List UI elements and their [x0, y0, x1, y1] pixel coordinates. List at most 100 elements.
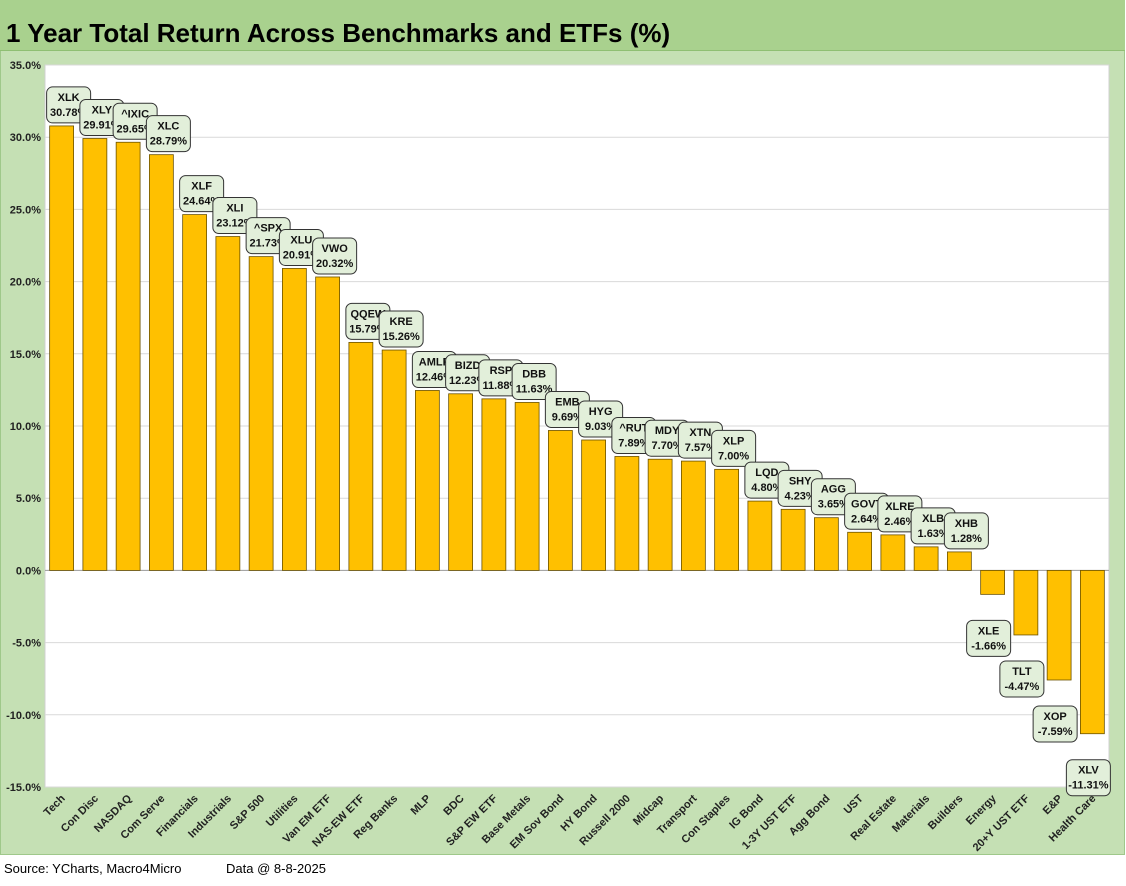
bar [182, 214, 207, 571]
value-label: 1.28% [951, 533, 982, 545]
bar [415, 390, 440, 571]
y-tick-label: 5.0% [16, 493, 41, 505]
ticker-label: KRE [390, 316, 413, 328]
ticker-label: LQD [755, 467, 778, 479]
ticker-label: AGG [821, 484, 846, 496]
bar [481, 398, 507, 571]
data-label: XLC 28.79% [145, 115, 191, 153]
bar [49, 125, 74, 571]
bar [82, 138, 108, 571]
ticker-label: XLI [226, 203, 243, 215]
bar [315, 276, 340, 571]
ticker-label: XLU [290, 234, 312, 246]
y-tick-label: -15.0% [6, 782, 41, 794]
value-label: 30.78% [50, 107, 88, 119]
data-label-box [999, 660, 1045, 698]
ticker-label: SHY [789, 475, 812, 487]
ticker-label: XOP [1044, 711, 1067, 723]
value-label: 12.46% [416, 371, 454, 383]
data-label: XLE -1.66% [966, 619, 1012, 657]
data-date: Data @ 8-8-2025 [226, 861, 326, 876]
bar [381, 349, 407, 571]
ticker-label: XLV [1078, 765, 1099, 777]
bar [348, 341, 374, 571]
value-label: 2.46% [884, 516, 915, 528]
value-label: -4.47% [1004, 681, 1039, 693]
bar [514, 402, 540, 571]
ticker-label: XLRE [885, 501, 914, 513]
value-label: 11.63% [516, 383, 553, 395]
bar [1080, 570, 1105, 735]
ticker-label: RSP [490, 365, 513, 377]
ticker-label: ^RUT [619, 422, 648, 434]
data-label-box [711, 429, 757, 467]
data-label-box [966, 619, 1012, 657]
x-category-label: E&P [1041, 793, 1065, 817]
data-label: XHB 1.28% [943, 512, 989, 550]
bar [681, 460, 706, 571]
bar [1046, 570, 1072, 681]
ticker-label: XLC [157, 121, 179, 133]
ticker-label: XLP [723, 435, 744, 447]
ticker-label: XHB [955, 518, 978, 530]
bar [548, 430, 573, 571]
x-category-label: MLP [409, 793, 434, 818]
data-label-box [943, 512, 989, 550]
value-label: 21.73% [249, 238, 287, 250]
bar [282, 268, 307, 571]
ticker-label: GOVT [851, 498, 882, 510]
value-label: 15.79% [349, 323, 387, 335]
value-label: 11.88% [483, 380, 520, 392]
bar [880, 534, 906, 571]
y-tick-label: 15.0% [10, 349, 41, 361]
y-tick-label: 10.0% [10, 421, 41, 433]
value-label: 2.64% [851, 513, 882, 525]
x-category-label: S&P 500 [228, 793, 267, 832]
bar [614, 456, 640, 571]
value-label: 20.91% [283, 249, 321, 261]
bar [814, 517, 839, 571]
value-label: 7.57% [685, 442, 716, 454]
value-label: 9.69% [552, 411, 583, 423]
value-label: 7.89% [618, 437, 649, 449]
data-label: XOP -7.59% [1032, 705, 1078, 743]
y-axis-ticks: -15.0% -10.0% -5.0% 0.0% 5.0% 10.0% 15.0% 20.0%… [6, 60, 41, 794]
value-label: 9.03% [585, 421, 616, 433]
ticker-label: QQEW [350, 308, 385, 320]
bar [1013, 570, 1039, 636]
data-label-box [1065, 759, 1111, 797]
value-label: 4.23% [785, 490, 816, 502]
bar [847, 531, 872, 571]
source-note: Source: YCharts, Macro4Micro [4, 861, 182, 876]
bar [780, 508, 806, 571]
bar [647, 458, 673, 571]
value-label: 28.79% [150, 136, 188, 148]
bar [448, 393, 473, 571]
data-label-box [1032, 705, 1078, 743]
ticker-label: EMB [555, 396, 580, 408]
x-category-label: BDC [441, 793, 466, 818]
value-label: 20.32% [316, 258, 354, 270]
data-label-box [378, 310, 424, 348]
ticker-label: XLB [922, 513, 944, 525]
bar [215, 236, 241, 571]
value-label: 29.91% [83, 119, 121, 131]
title-bar: 1 Year Total Return Across Benchmarks an… [0, 0, 1125, 51]
ticker-label: XLY [92, 104, 113, 116]
data-label-box [145, 115, 191, 153]
value-label: 29.65% [116, 123, 154, 135]
data-label: XLV -11.31% [1065, 759, 1111, 797]
value-label: 3.65% [818, 499, 849, 511]
value-label: -7.59% [1038, 726, 1073, 738]
bar [913, 546, 939, 571]
y-tick-label: -5.0% [12, 638, 41, 650]
bar [115, 141, 141, 571]
ticker-label: AMLP [419, 356, 450, 368]
value-label: 7.00% [718, 450, 749, 462]
bar [248, 256, 274, 571]
ticker-label: HYG [589, 406, 613, 418]
bar [947, 551, 972, 571]
value-label: 24.64% [183, 196, 221, 208]
